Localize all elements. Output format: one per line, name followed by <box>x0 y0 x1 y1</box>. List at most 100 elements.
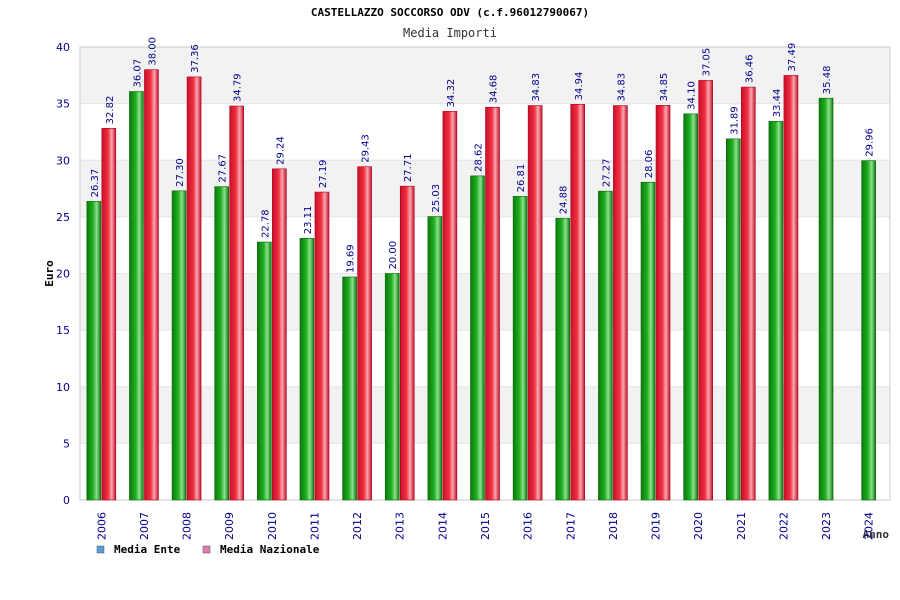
bar-media-ente-2024 <box>861 160 876 501</box>
x-tick-label: 2010 <box>266 512 279 540</box>
bar-value-label: 37.49 <box>787 43 798 72</box>
x-tick-label: 2017 <box>564 512 577 540</box>
bar-value-label: 34.79 <box>233 73 244 102</box>
legend-swatch-media-ente <box>96 545 105 554</box>
bar-value-label: 34.68 <box>489 75 500 104</box>
y-tick-label: 40 <box>56 41 70 54</box>
bar-value-label: 36.07 <box>132 59 143 88</box>
grid-band <box>80 273 890 331</box>
bar-value-label: 27.30 <box>175 158 186 187</box>
chart-subtitle: Media Importi <box>403 26 497 40</box>
grid-band <box>80 443 890 500</box>
bar-value-label: 29.43 <box>361 134 372 163</box>
x-tick-label: 2009 <box>223 512 236 540</box>
y-axis-label: Euro <box>43 260 56 287</box>
plot-frame <box>79 46 891 501</box>
bar-value-label: 26.37 <box>90 169 101 198</box>
bar-media-nazionale-2021 <box>740 86 756 501</box>
bar-value-label: 36.46 <box>744 54 755 83</box>
bar-value-label: 27.27 <box>601 159 612 188</box>
bar-value-label: 27.67 <box>218 154 229 183</box>
legend-label-media-ente: Media Ente <box>114 543 181 556</box>
bar-value-label: 32.82 <box>105 96 116 125</box>
bar-value-label: 37.05 <box>702 48 713 77</box>
bar-media-ente-2013 <box>384 273 400 501</box>
bar-value-label: 34.10 <box>687 81 698 110</box>
x-tick-label: 2021 <box>735 512 748 540</box>
bar-value-label: 23.11 <box>303 206 314 235</box>
bar-media-ente-2007 <box>129 91 144 501</box>
x-tick-label: 2011 <box>308 512 321 540</box>
x-tick-label: 2006 <box>95 512 108 540</box>
y-tick-label: 25 <box>56 211 70 224</box>
bar-media-nazionale-2022 <box>783 75 799 501</box>
bar-media-nazionale-2015 <box>485 106 500 501</box>
bar-value-label: 29.24 <box>275 136 286 165</box>
bar-value-label: 24.88 <box>559 186 570 215</box>
x-tick-label: 2024 <box>863 512 876 540</box>
bar-labels: 26.37 32.82 36.07 38.00 27.30 37.36 27.67 34.79… <box>90 37 876 273</box>
bar-media-ente-2014 <box>427 216 443 501</box>
grid-band <box>80 386 890 444</box>
bar-media-nazionale-2007 <box>144 69 159 501</box>
bar-media-ente-2009 <box>214 186 230 501</box>
bar-value-label: 28.62 <box>474 143 485 172</box>
y-tick-label: 15 <box>56 324 70 337</box>
bar-media-nazionale-2016 <box>527 105 543 501</box>
bar-value-label: 20.00 <box>388 241 399 270</box>
bar-media-nazionale-2014 <box>442 111 458 501</box>
x-tick-label: 2022 <box>777 512 790 540</box>
bar-media-nazionale-2013 <box>399 185 415 501</box>
x-tick-label: 2018 <box>607 512 620 540</box>
grid-band <box>80 47 890 104</box>
grid-band <box>80 160 890 217</box>
bar-media-nazionale-2011 <box>314 191 330 501</box>
bar-value-label: 29.96 <box>865 128 876 157</box>
bar-media-ente-2011 <box>299 237 315 501</box>
bar-media-nazionale-2012 <box>357 166 372 501</box>
x-tick-label: 2020 <box>692 512 705 540</box>
y-tick-label: 5 <box>63 437 70 450</box>
x-tick-label: 2007 <box>138 512 151 540</box>
bar-media-nazionale-2018 <box>613 105 628 501</box>
bar-value-label: 38.00 <box>147 37 158 66</box>
bar-media-nazionale-2017 <box>570 104 586 501</box>
bar-value-label: 19.69 <box>346 244 357 273</box>
bar-media-ente-2012 <box>342 276 357 501</box>
bar-media-ente-2010 <box>257 241 272 501</box>
bar-media-nazionale-2020 <box>698 80 713 501</box>
bar-media-ente-2017 <box>555 217 571 501</box>
bar-media-ente-2020 <box>683 113 698 501</box>
y-tick-label: 30 <box>56 154 70 167</box>
bar-value-label: 22.78 <box>260 209 271 238</box>
bar-media-ente-2023 <box>818 97 834 501</box>
bar-value-label: 27.71 <box>403 154 414 183</box>
x-tick-label: 2019 <box>650 512 663 540</box>
bar-media-ente-2022 <box>768 120 784 501</box>
bar-value-label: 34.83 <box>531 73 542 102</box>
bar-media-ente-2021 <box>725 138 741 501</box>
bar-value-label: 34.94 <box>574 72 585 101</box>
bar-value-label: 34.32 <box>446 79 457 108</box>
y-tick-label: 0 <box>63 494 70 507</box>
bar-value-label: 28.06 <box>644 150 655 179</box>
bar-media-ente-2006 <box>86 201 102 501</box>
y-tick-label: 35 <box>56 98 70 111</box>
bar-media-ente-2015 <box>470 175 485 501</box>
bar-value-label: 25.03 <box>431 184 442 213</box>
grid-band <box>80 103 890 161</box>
x-tick-label: 2023 <box>820 512 833 540</box>
bar-value-label: 37.36 <box>190 44 201 73</box>
bar-value-label: 35.48 <box>822 66 833 95</box>
grid-band <box>80 330 890 387</box>
y-tick-label: 20 <box>56 268 70 281</box>
bar-value-label: 34.85 <box>659 73 670 102</box>
bar-value-label: 33.44 <box>772 89 783 118</box>
bar-media-nazionale-2010 <box>272 168 287 501</box>
bar-media-ente-2018 <box>598 190 613 501</box>
bar-value-label: 26.81 <box>516 164 527 193</box>
x-tick-label: 2012 <box>351 512 364 540</box>
bar-media-nazionale-2006 <box>101 128 117 501</box>
y-axis-ticks: 0 5 10 15 20 25 30 35 40 <box>56 41 70 507</box>
